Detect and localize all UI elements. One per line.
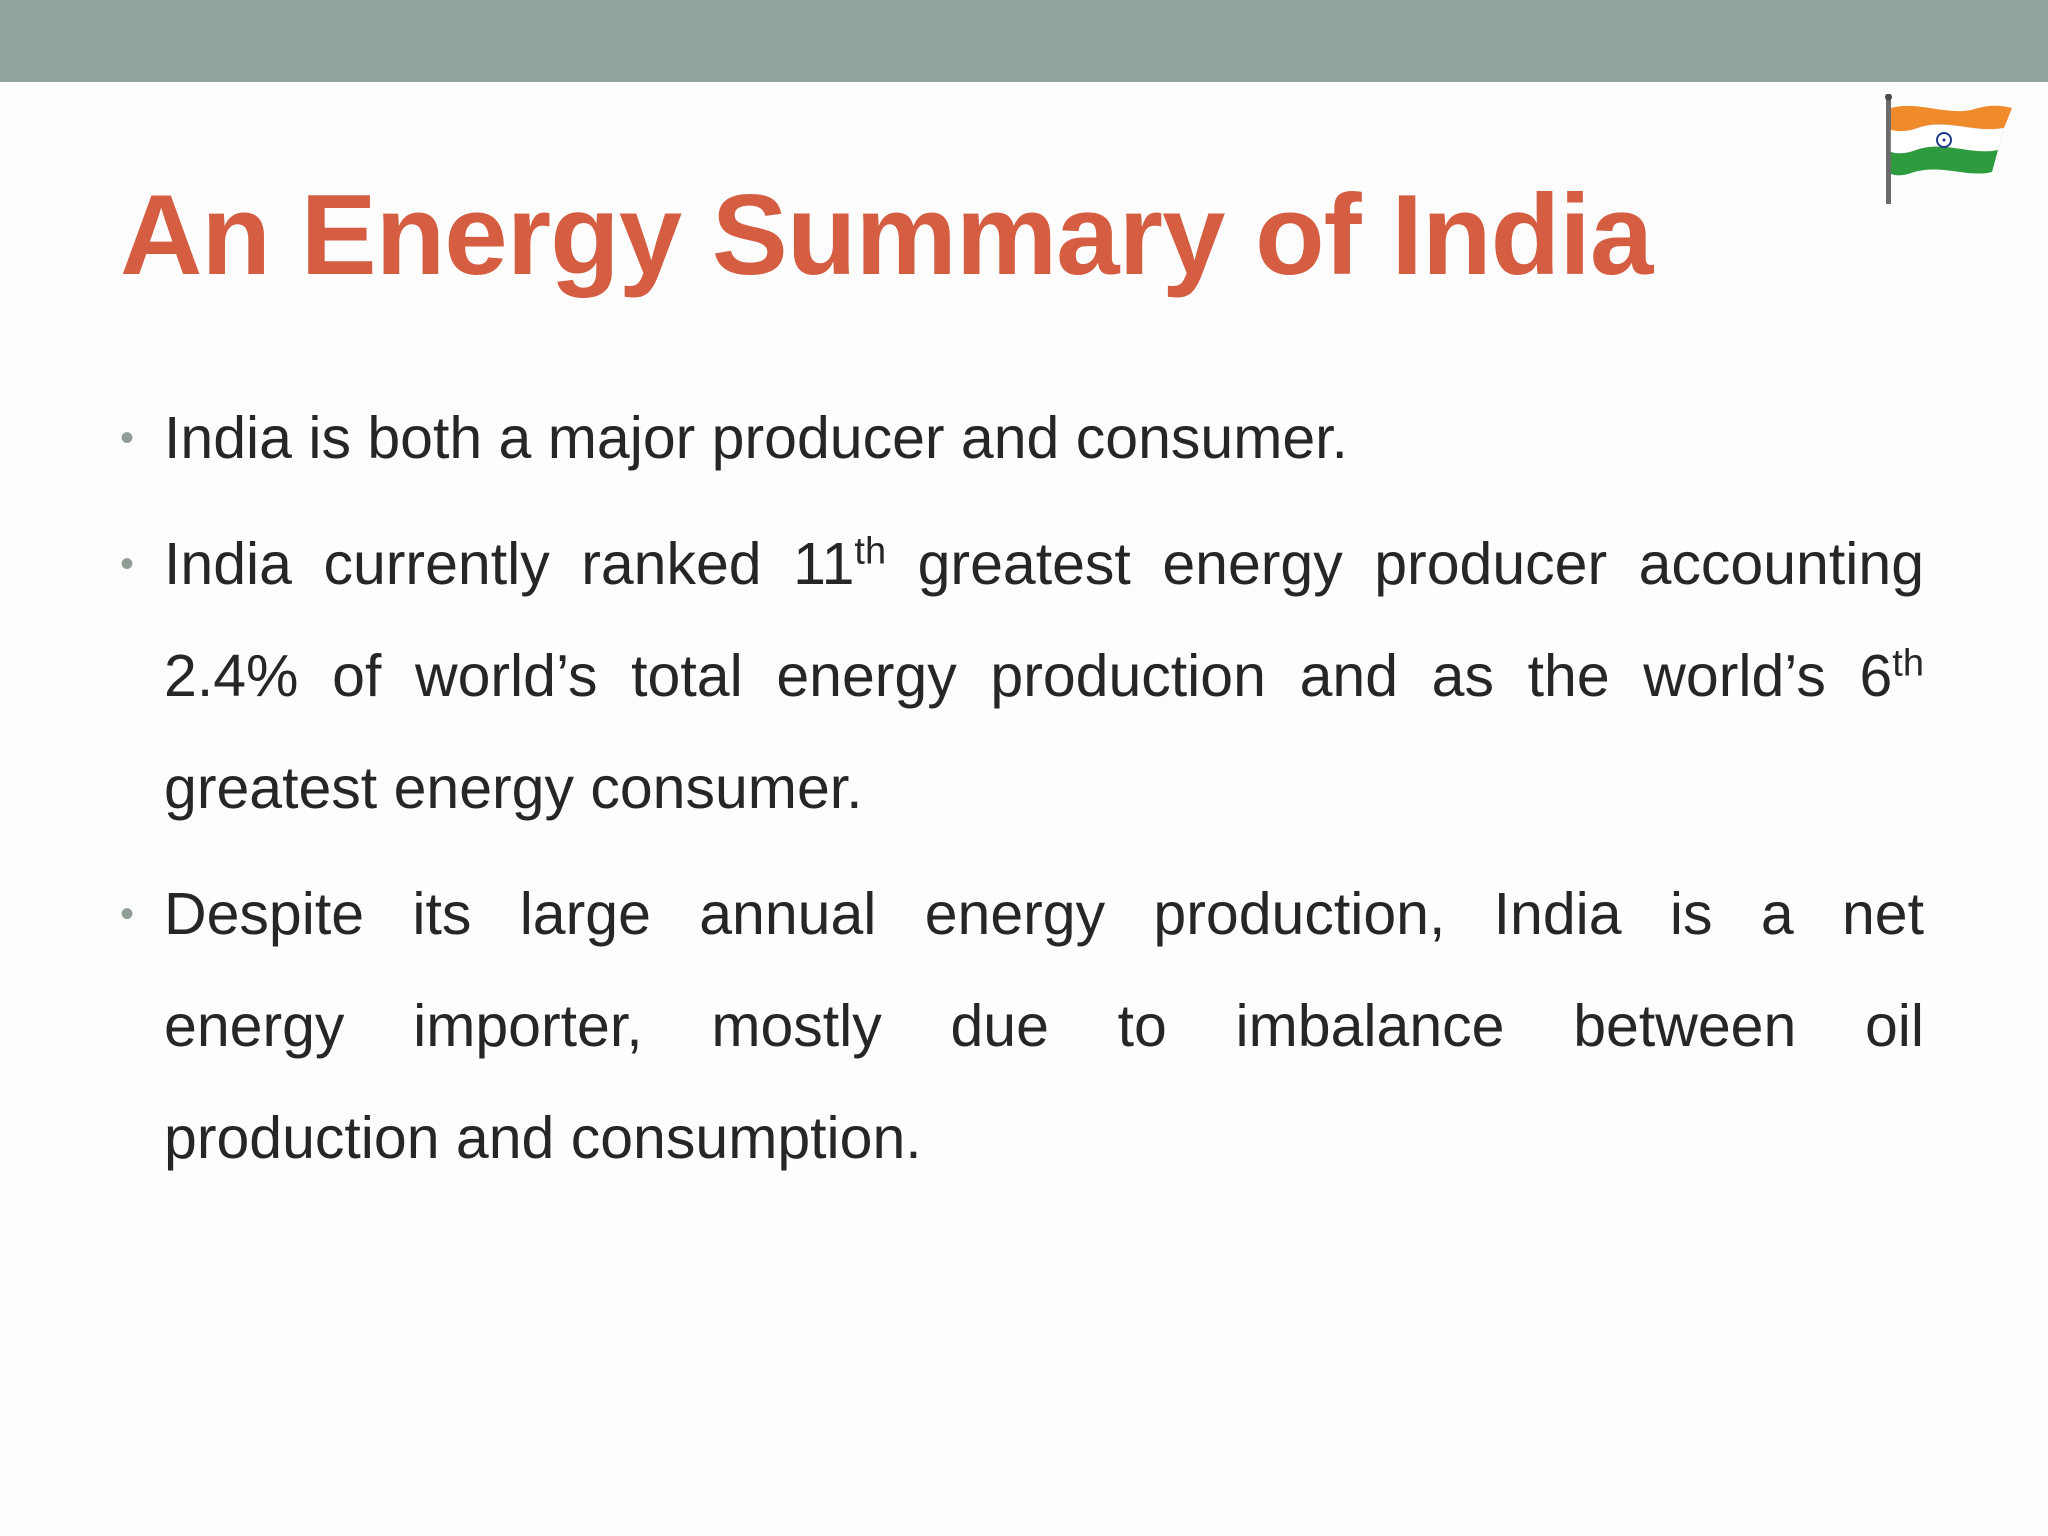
bullet-dot-icon: • bbox=[120, 892, 135, 936]
list-item: • Despite its large annual energy produc… bbox=[120, 858, 1924, 1194]
top-band bbox=[0, 0, 2048, 82]
bullet-text-line: energy importer, mostly due to imbalance… bbox=[164, 993, 1924, 1059]
bullet-text: India is both a major producer and consu… bbox=[164, 405, 1348, 471]
superscript: th bbox=[1892, 642, 1924, 685]
page-title: An Energy Summary of India bbox=[120, 172, 1653, 299]
india-flag-icon bbox=[1885, 94, 2012, 204]
bullet-text-segment: India currently ranked 11 bbox=[164, 531, 855, 597]
superscript: th bbox=[854, 530, 887, 573]
list-item: • India is both a major producer and con… bbox=[120, 382, 1924, 494]
bullet-text-segment: greatest energy producer accounting bbox=[886, 531, 1925, 597]
bullet-list: • India is both a major producer and con… bbox=[120, 382, 1924, 1208]
bullet-text-line: production and consumption. bbox=[164, 1105, 922, 1171]
bullet-dot-icon: • bbox=[120, 416, 135, 460]
list-item: • India currently ranked 11th greatest e… bbox=[120, 508, 1924, 844]
bullet-text-line: greatest energy consumer. bbox=[164, 755, 863, 821]
bullet-text-segment: 2.4% of world’s total energy production … bbox=[164, 643, 1893, 709]
bullet-dot-icon: • bbox=[120, 542, 135, 586]
bullet-text-line: India currently ranked 11th greatest ene… bbox=[164, 508, 1924, 620]
bullet-text-line: Despite its large annual energy producti… bbox=[164, 881, 1924, 947]
bullet-text-line: 2.4% of world’s total energy production … bbox=[164, 620, 1924, 732]
